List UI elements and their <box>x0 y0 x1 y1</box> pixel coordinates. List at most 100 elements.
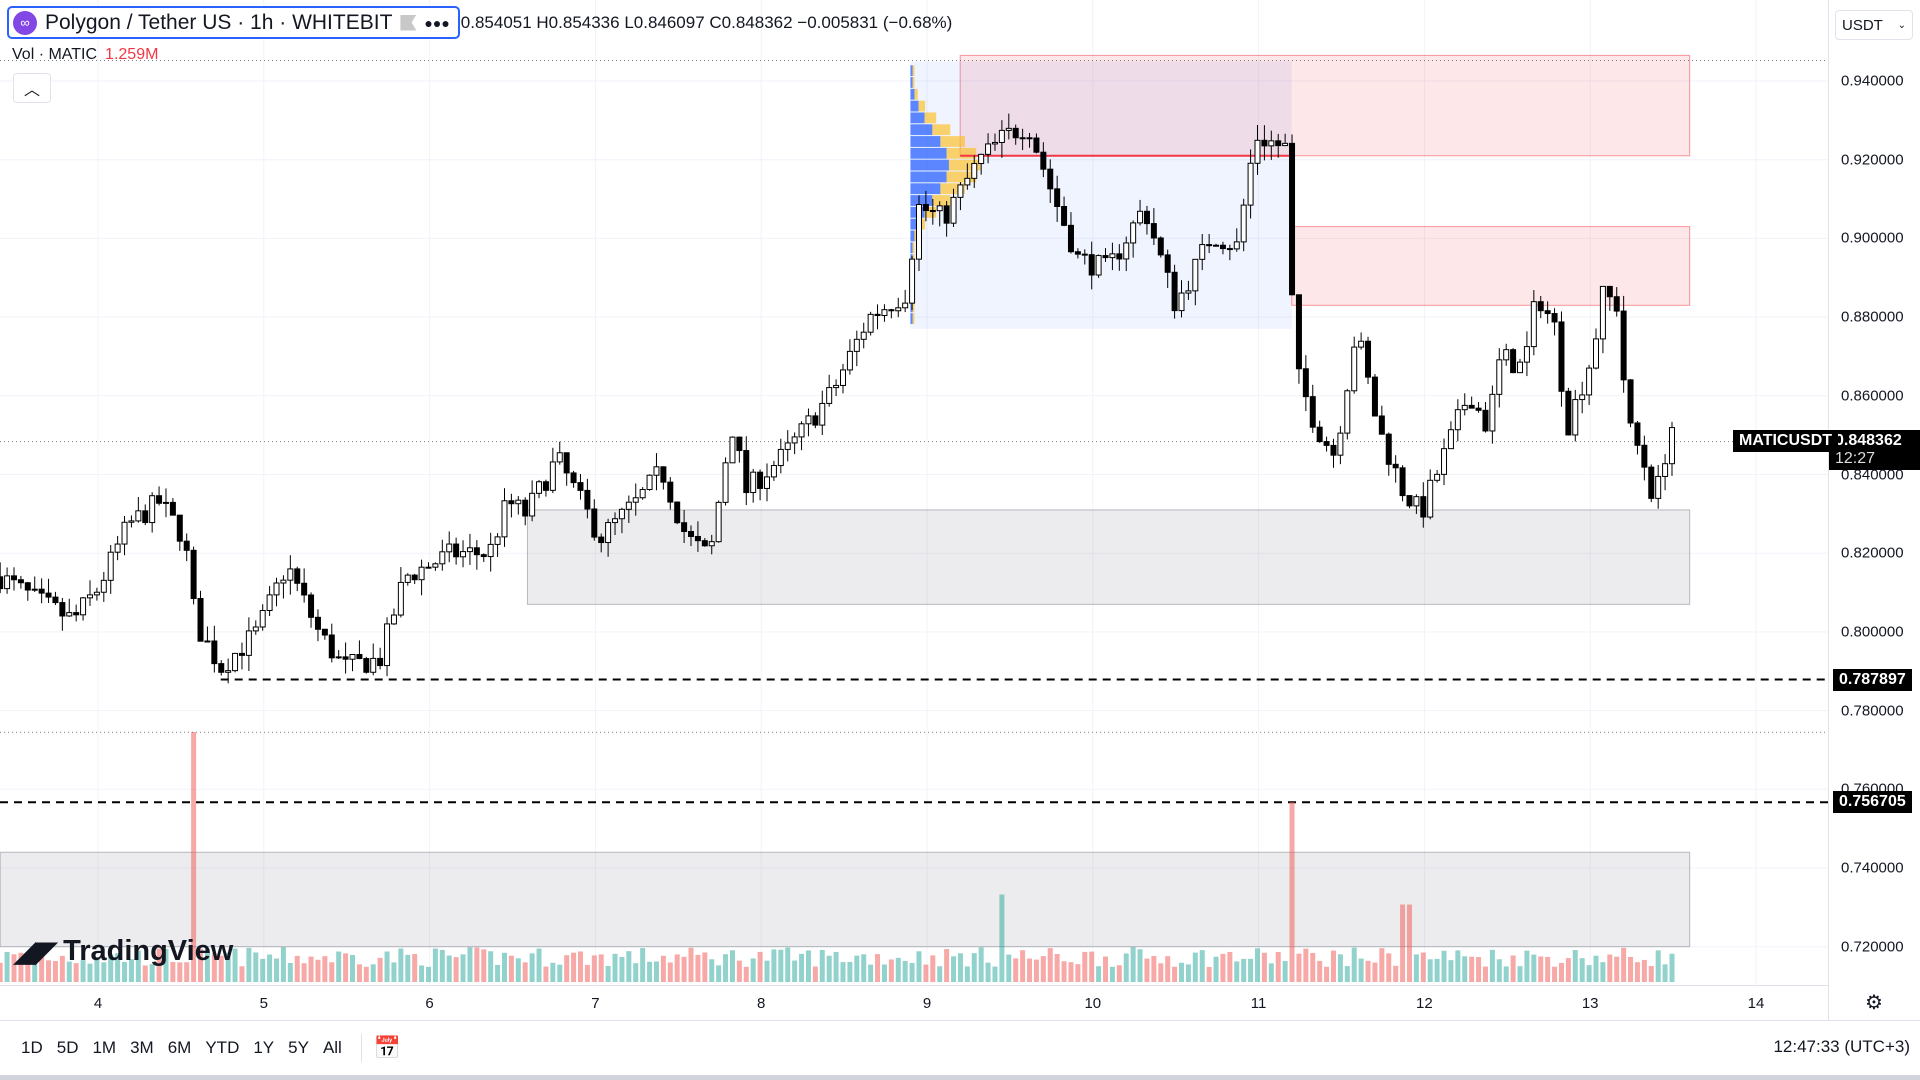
candle-body <box>846 350 853 371</box>
volume-bar <box>1531 954 1537 982</box>
candle-body <box>1399 467 1406 497</box>
volume-profile-bar <box>910 88 915 100</box>
candle-body <box>1606 285 1613 298</box>
price-chart[interactable] <box>0 0 1828 985</box>
candle-body <box>536 481 543 494</box>
price-label: 0.880000 <box>1841 308 1904 326</box>
candle-body <box>1434 473 1441 481</box>
volume-bar <box>1600 962 1606 982</box>
candle-body <box>252 626 259 632</box>
volume-bar <box>812 966 818 982</box>
volume-bar <box>1517 966 1523 982</box>
current-price-tag: 0.848362 12:27 <box>1829 429 1920 470</box>
symbol-selector[interactable]: ∞ Polygon / Tether US · 1h · WHITEBIT ●●… <box>7 6 460 39</box>
volume-bar <box>350 954 356 982</box>
volume-profile-bar <box>910 218 919 230</box>
ohlc-values: 0.854051 H0.854336 L0.846097 C0.848362 −… <box>460 12 953 32</box>
ellipsis-icon[interactable]: ●●● <box>424 14 450 31</box>
volume-bar <box>1496 959 1502 982</box>
volume-bar <box>564 955 570 982</box>
candle-body <box>1164 254 1171 273</box>
range-button-5y[interactable]: 5Y <box>288 1038 309 1057</box>
volume-bar <box>1558 962 1564 982</box>
candle-body <box>1275 140 1282 147</box>
volume-bar <box>1020 950 1026 982</box>
volume-bar <box>964 966 970 982</box>
candle-body <box>1323 441 1330 446</box>
candle-body <box>1627 379 1634 424</box>
volume-bar <box>605 965 611 982</box>
candle-body <box>770 465 777 478</box>
candle-body <box>1095 255 1102 276</box>
price-axis[interactable]: 0.940000 0.920000 0.900000 0.880000 0.860000… <box>1828 0 1920 1020</box>
candle-body <box>1233 241 1240 250</box>
volume-bar <box>930 955 936 982</box>
candle-body <box>1620 310 1627 381</box>
volume-profile-bar <box>912 242 915 254</box>
volume-bar <box>1324 966 1330 982</box>
candle-body <box>1344 390 1351 434</box>
range-button-6m[interactable]: 6M <box>167 1038 192 1057</box>
time-axis[interactable]: 4 5 6 7 8 9 10 11 12 13 14 <box>0 985 1828 1020</box>
volume-bar <box>170 962 176 982</box>
candle-body <box>1641 444 1648 468</box>
time-label: 10 <box>1084 995 1102 1012</box>
support-zone <box>526 509 1691 605</box>
candle-body <box>1088 254 1095 276</box>
candle-body <box>294 568 301 584</box>
volume-bar <box>0 962 3 982</box>
volume-bar <box>771 949 777 982</box>
volume-bar <box>978 947 984 982</box>
volume-profile-bar <box>948 159 981 171</box>
candle-body <box>24 582 31 591</box>
currency-dropdown[interactable]: USDT ⌄ <box>1835 10 1913 40</box>
candle-body <box>1420 496 1427 518</box>
range-button-5d[interactable]: 5D <box>56 1038 79 1057</box>
candle-body <box>618 508 625 520</box>
volume-bar <box>1185 964 1191 982</box>
range-button-1d[interactable]: 1D <box>21 1038 43 1057</box>
volume-bar <box>177 962 183 982</box>
collapse-legend-button[interactable]: ︿ <box>13 73 51 103</box>
candle-body <box>211 640 218 665</box>
volume-bar <box>647 961 653 982</box>
chevron-down-icon: ⌄ <box>1897 19 1906 31</box>
candle-body <box>1510 349 1517 374</box>
candle-body <box>1468 404 1475 409</box>
candle-body <box>370 657 377 673</box>
candle-body <box>681 522 688 533</box>
range-button-3m[interactable]: 3M <box>130 1038 154 1057</box>
volume-bar <box>1123 953 1129 982</box>
candle-body <box>349 654 356 660</box>
volume-bar <box>474 947 480 982</box>
candle-body <box>1579 394 1586 401</box>
range-button-ytd[interactable]: YTD <box>205 1038 240 1057</box>
volume-bar <box>819 949 825 982</box>
volume-bar <box>778 949 784 982</box>
clock[interactable]: 12:47:33 (UTC+3) <box>1773 1037 1910 1056</box>
calendar-icon[interactable]: 📅 <box>373 1035 402 1060</box>
candle-body <box>1219 244 1226 250</box>
volume-profile-bar <box>910 77 913 88</box>
volume-bar <box>1455 950 1461 982</box>
settings-gear-icon[interactable]: ⚙ <box>1865 992 1883 1014</box>
flag-icon[interactable] <box>400 14 417 31</box>
volume-bar <box>550 962 556 982</box>
candle-body <box>1593 338 1600 369</box>
volume-bar <box>1489 949 1495 982</box>
candle-body <box>902 302 909 309</box>
volume-bar <box>1137 949 1143 982</box>
candle-body <box>335 656 342 659</box>
range-button-1m[interactable]: 1M <box>92 1038 117 1057</box>
candle-body <box>128 520 135 523</box>
volume-bar <box>723 954 729 982</box>
candle-body <box>1213 244 1220 247</box>
volume-bar <box>695 954 701 982</box>
volume-bar <box>598 954 604 982</box>
candle-body <box>860 331 867 340</box>
candle-body <box>73 612 80 616</box>
candle-body <box>411 574 418 581</box>
range-button-all[interactable]: All <box>322 1038 342 1057</box>
range-button-1y[interactable]: 1Y <box>253 1038 275 1057</box>
volume-bar <box>481 949 487 982</box>
